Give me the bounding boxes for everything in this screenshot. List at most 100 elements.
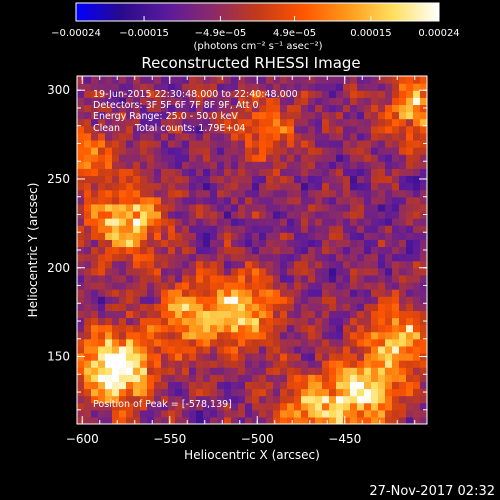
heatmap-pixel <box>378 374 386 382</box>
heatmap-pixel <box>84 416 92 424</box>
heatmap-pixel <box>196 90 204 98</box>
heatmap-pixel <box>140 83 148 91</box>
heatmap-pixel <box>301 303 309 311</box>
heatmap-pixel <box>77 253 85 262</box>
heatmap-pixel <box>168 274 176 283</box>
heatmap-pixel <box>413 182 421 191</box>
heatmap-pixel <box>259 161 267 169</box>
heatmap-pixel <box>336 289 344 297</box>
heatmap-pixel <box>161 281 169 290</box>
heatmap-pixel <box>406 331 414 340</box>
heatmap-pixel <box>350 303 358 311</box>
heatmap-pixel <box>252 104 260 113</box>
heatmap-pixel <box>231 345 239 354</box>
heatmap-pixel <box>385 324 393 333</box>
heatmap-pixel <box>175 161 183 169</box>
heatmap-pixel <box>266 281 274 290</box>
heatmap-pixel <box>329 218 337 226</box>
heatmap-pixel <box>210 111 218 120</box>
heatmap-pixel <box>294 182 302 191</box>
heatmap-pixel <box>329 253 337 262</box>
heatmap-pixel <box>77 118 85 127</box>
heatmap-pixel <box>322 147 330 155</box>
heatmap-pixel <box>287 246 295 255</box>
heatmap-pixel <box>364 139 372 148</box>
heatmap-pixel <box>175 274 183 283</box>
heatmap-pixel <box>112 232 120 240</box>
heatmap-pixel <box>322 210 330 219</box>
heatmap-pixel <box>280 182 288 191</box>
heatmap-pixel <box>350 225 358 233</box>
heatmap-pixel <box>238 374 246 382</box>
heatmap-pixel <box>189 203 197 212</box>
heatmap-pixel <box>133 196 141 205</box>
heatmap-pixel <box>252 303 260 311</box>
heatmap-pixel <box>189 76 197 84</box>
heatmap-pixel <box>350 331 358 340</box>
heatmap-pixel <box>147 260 155 269</box>
heatmap-pixel <box>147 210 155 219</box>
heatmap-pixel <box>385 118 393 127</box>
heatmap-pixel <box>126 331 134 340</box>
heatmap-pixel <box>350 296 358 304</box>
heatmap-pixel <box>336 402 344 411</box>
heatmap-pixel <box>294 352 302 361</box>
heatmap-pixel <box>154 168 162 177</box>
heatmap-pixel <box>259 189 267 198</box>
heatmap-pixel <box>280 331 288 340</box>
heatmap-pixel <box>98 374 106 382</box>
heatmap-pixel <box>203 317 211 326</box>
heatmap-pixel <box>413 416 421 424</box>
heatmap-pixel <box>280 274 288 283</box>
heatmap-pixel <box>182 317 190 326</box>
heatmap-pixel <box>336 260 344 269</box>
heatmap-pixel <box>301 310 309 319</box>
heatmap-pixel <box>140 246 148 255</box>
heatmap-pixel <box>245 296 253 304</box>
heatmap-pixel <box>217 161 225 169</box>
heatmap-pixel <box>175 388 183 397</box>
heatmap-pixel <box>126 360 134 368</box>
heatmap-pixel <box>147 409 155 418</box>
heatmap-pixel <box>203 139 211 148</box>
heatmap-pixel <box>133 416 141 424</box>
heatmap-pixel <box>217 232 225 240</box>
heatmap-pixel <box>175 83 183 91</box>
heatmap-pixel <box>245 289 253 297</box>
heatmap-pixel <box>301 104 309 113</box>
heatmap-pixel <box>280 125 288 134</box>
heatmap-pixel <box>371 274 379 283</box>
heatmap-pixel <box>343 381 351 390</box>
heatmap-pixel <box>413 189 421 198</box>
heatmap-pixel <box>189 267 197 276</box>
heatmap-pixel <box>273 175 281 184</box>
heatmap-pixel <box>308 317 316 326</box>
heatmap-pixel <box>140 132 148 141</box>
heatmap-pixel <box>161 253 169 262</box>
heatmap-pixel <box>273 246 281 255</box>
heatmap-pixel <box>266 154 274 162</box>
heatmap-pixel <box>245 416 253 424</box>
heatmap-pixel <box>350 267 358 276</box>
heatmap-pixel <box>378 338 386 347</box>
heatmap-pixel <box>140 76 148 84</box>
heatmap-pixel <box>196 360 204 368</box>
heatmap-pixel <box>161 118 169 127</box>
heatmap-pixel <box>301 402 309 411</box>
heatmap-pixel <box>315 189 323 198</box>
heatmap-pixel <box>84 331 92 340</box>
heatmap-pixel <box>357 416 365 424</box>
heatmap-pixel <box>392 388 400 397</box>
heatmap-pixel <box>364 147 372 155</box>
heatmap-pixel <box>294 175 302 184</box>
heatmap-pixel <box>371 416 379 424</box>
heatmap-pixel <box>322 381 330 390</box>
heatmap-pixel <box>350 210 358 219</box>
heatmap-pixel <box>385 147 393 155</box>
heatmap-pixel <box>350 83 358 91</box>
heatmap-pixel <box>301 395 309 404</box>
heatmap-pixel <box>287 345 295 354</box>
heatmap-pixel <box>406 232 414 240</box>
heatmap-pixel <box>273 267 281 276</box>
heatmap-pixel <box>413 395 421 404</box>
